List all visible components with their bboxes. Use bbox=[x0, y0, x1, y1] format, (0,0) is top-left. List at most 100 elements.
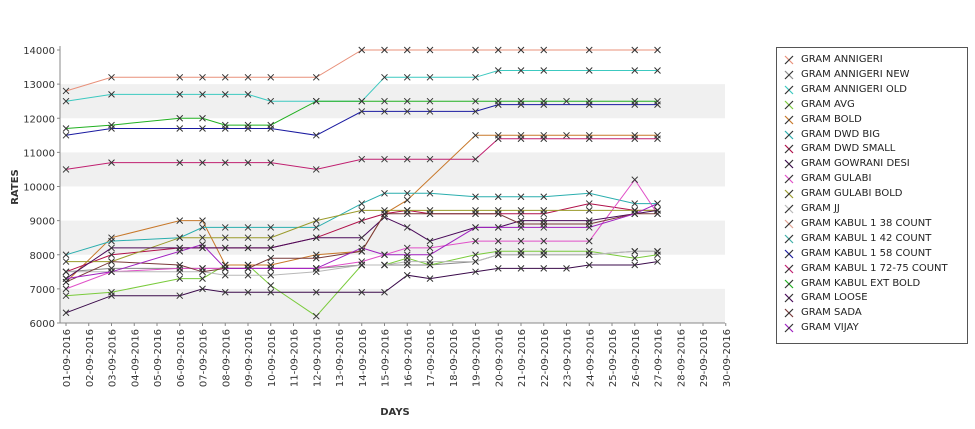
legend-item: GRAM AVG bbox=[777, 98, 967, 113]
data-point-marker bbox=[221, 121, 229, 129]
legend-label: GRAM KABUL 1 42 COUNT bbox=[801, 232, 932, 244]
legend-label: GRAM JJ bbox=[801, 203, 840, 214]
data-point-marker bbox=[358, 108, 366, 115]
legend-item: GRAM ANNIGERI NEW bbox=[777, 68, 967, 83]
data-point-marker bbox=[472, 97, 479, 105]
x-tick-label: 05-09-2016 bbox=[153, 329, 164, 387]
legend-item: GRAM JJ bbox=[777, 202, 967, 217]
data-point-marker bbox=[631, 200, 639, 207]
data-point-marker bbox=[381, 288, 388, 296]
legend-item: GRAM DWD BIG bbox=[777, 128, 967, 143]
data-point-marker bbox=[472, 268, 479, 276]
data-point-marker bbox=[381, 108, 388, 115]
data-point-marker bbox=[199, 159, 206, 166]
data-point-marker bbox=[540, 193, 548, 201]
x-tick-label: 29-09-2016 bbox=[699, 329, 710, 387]
data-point-marker bbox=[267, 254, 275, 262]
data-point-marker bbox=[62, 258, 70, 265]
data-point-marker bbox=[221, 91, 229, 98]
legend-marker-icon bbox=[784, 279, 794, 288]
data-point-marker bbox=[381, 189, 388, 197]
data-point-marker bbox=[517, 224, 525, 231]
data-point-marker bbox=[540, 265, 548, 272]
data-point-marker bbox=[631, 247, 639, 255]
data-point-marker bbox=[267, 234, 275, 242]
data-point-marker bbox=[654, 46, 661, 54]
data-point-marker bbox=[267, 244, 275, 252]
data-point-marker bbox=[517, 237, 525, 245]
data-point-marker bbox=[108, 73, 115, 81]
data-point-marker bbox=[108, 268, 115, 276]
data-point-marker bbox=[426, 244, 434, 252]
legend-item: GRAM KABUL 1 42 COUNT bbox=[777, 232, 967, 247]
data-point-marker bbox=[381, 210, 388, 218]
data-point-marker bbox=[62, 292, 70, 300]
x-tick-label: 28-09-2016 bbox=[676, 329, 687, 387]
data-point-marker bbox=[62, 166, 70, 173]
data-point-marker bbox=[585, 135, 593, 143]
data-point-marker bbox=[381, 97, 388, 105]
data-point-marker bbox=[494, 97, 502, 105]
series-markers bbox=[62, 46, 661, 320]
data-point-marker bbox=[358, 234, 366, 242]
data-point-marker bbox=[244, 224, 252, 231]
data-point-marker bbox=[176, 217, 184, 224]
data-point-marker bbox=[426, 46, 434, 54]
y-tick-label: 8000 bbox=[30, 251, 55, 262]
data-point-marker bbox=[426, 210, 434, 218]
chart-legend: GRAM ANNIGERI GRAM ANNIGERI NEW GRAM ANNIG… bbox=[776, 47, 968, 344]
x-tick-label: 09-09-2016 bbox=[244, 329, 255, 387]
data-point-marker bbox=[517, 265, 525, 272]
data-point-marker bbox=[540, 251, 548, 259]
data-point-marker bbox=[472, 131, 479, 139]
legend-item: GRAM BOLD bbox=[777, 113, 967, 128]
x-tick-label: 18-09-2016 bbox=[449, 329, 460, 387]
data-point-marker bbox=[426, 237, 434, 245]
data-point-marker bbox=[312, 254, 320, 262]
legend-item: GRAM KABUL EXT BOLD bbox=[777, 277, 967, 292]
data-point-marker bbox=[494, 251, 502, 259]
data-point-marker bbox=[631, 254, 639, 262]
data-point-marker bbox=[563, 97, 570, 105]
data-point-marker bbox=[244, 271, 252, 279]
x-tick-label: 21-09-2016 bbox=[517, 329, 528, 387]
data-point-marker bbox=[494, 193, 502, 201]
data-point-marker bbox=[312, 312, 320, 320]
data-point-marker bbox=[540, 67, 548, 74]
y-tick-label: 14000 bbox=[23, 46, 55, 57]
data-point-marker bbox=[221, 73, 229, 81]
legend-item: GRAM LOOSE bbox=[777, 291, 967, 306]
data-point-marker bbox=[176, 261, 184, 269]
data-point-marker bbox=[654, 67, 661, 74]
legend-label: GRAM GULABI bbox=[801, 173, 872, 185]
legend-item: GRAM GULABI bbox=[777, 172, 967, 187]
legend-marker-icon bbox=[784, 204, 794, 214]
x-tick-label: 15-09-2016 bbox=[381, 329, 392, 387]
y-axis-label: RATES bbox=[10, 169, 21, 205]
data-point-marker bbox=[472, 258, 479, 265]
data-point-marker bbox=[517, 251, 525, 259]
data-point-marker bbox=[312, 73, 320, 81]
legend-item: GRAM KABUL 1 58 COUNT bbox=[777, 247, 967, 262]
legend-label: GRAM ANNIGERI NEW bbox=[801, 68, 910, 80]
data-point-marker bbox=[426, 108, 434, 115]
data-point-marker bbox=[312, 288, 320, 296]
data-point-marker bbox=[654, 258, 661, 265]
grid-bands bbox=[60, 84, 725, 323]
data-point-marker bbox=[108, 237, 115, 245]
x-tick-label: 10-09-2016 bbox=[267, 329, 278, 387]
x-tick-label: 26-09-2016 bbox=[631, 329, 642, 387]
data-point-marker bbox=[403, 224, 411, 231]
data-point-marker bbox=[199, 73, 206, 81]
x-tick-label: 03-09-2016 bbox=[108, 329, 119, 387]
data-point-marker bbox=[62, 131, 70, 139]
x-tick-label: 24-09-2016 bbox=[585, 329, 596, 387]
legend-label: GRAM KABUL 1 58 COUNT bbox=[801, 247, 932, 259]
legend-marker-icon bbox=[784, 323, 794, 333]
data-point-marker bbox=[108, 292, 115, 300]
data-point-marker bbox=[494, 46, 502, 54]
legend-marker-icon bbox=[784, 100, 794, 110]
data-point-marker bbox=[381, 251, 388, 259]
data-point-marker bbox=[358, 261, 366, 269]
data-point-marker bbox=[267, 121, 275, 129]
